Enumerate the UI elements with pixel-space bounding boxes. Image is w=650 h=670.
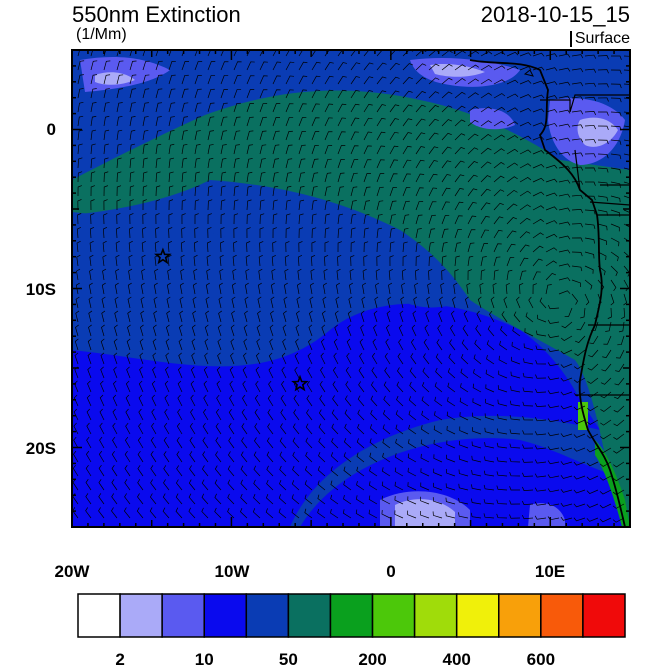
map-field	[72, 50, 630, 527]
lat-label-10s: 10S	[25, 280, 56, 299]
colorbar-swatch	[371, 593, 416, 638]
colorbar-swatch	[119, 593, 163, 638]
colorbar	[77, 593, 626, 638]
lat-label-0: 0	[46, 120, 56, 139]
colorbar-swatch	[161, 593, 205, 638]
colorbar-swatch	[498, 593, 542, 638]
colorbar-swatch	[413, 593, 458, 638]
colorbar-label: 200	[358, 650, 387, 669]
lon-label-20w: 20W	[54, 562, 90, 581]
lon-label-10w: 10W	[214, 562, 250, 581]
axis-ticks	[71, 49, 631, 528]
colorbar-swatch	[287, 593, 332, 638]
star-marker	[291, 374, 309, 392]
colorbar-label: 600	[526, 650, 556, 669]
station-markers	[154, 247, 309, 392]
units-label: (1/Mm)	[76, 26, 127, 43]
colorbar-swatch	[582, 593, 626, 638]
level-label: Surface	[569, 31, 630, 47]
lon-label-10e: 10E	[534, 562, 566, 581]
colorbar-swatch	[455, 593, 500, 638]
colorbar-label: 10	[194, 650, 214, 669]
country-borders	[540, 94, 630, 396]
coastline	[469, 59, 626, 527]
colorbar-label: 2	[115, 650, 125, 669]
colorbar-swatch	[203, 593, 248, 638]
colorbar-swatch	[77, 593, 121, 638]
colorbar-swatch	[540, 593, 584, 638]
colorbar-swatch	[245, 593, 290, 638]
map-title: 550nm Extinction	[72, 2, 241, 27]
lat-label-20s: 20S	[25, 439, 56, 458]
wind-barbs	[72, 50, 630, 523]
colorbar-swatch	[329, 593, 374, 638]
star-marker	[154, 247, 172, 265]
date-label: 2018-10-15_15	[480, 2, 630, 27]
colorbar-label: 50	[278, 650, 298, 669]
colorbar-label: 400	[442, 650, 471, 669]
lon-label-0: 0	[386, 562, 396, 581]
